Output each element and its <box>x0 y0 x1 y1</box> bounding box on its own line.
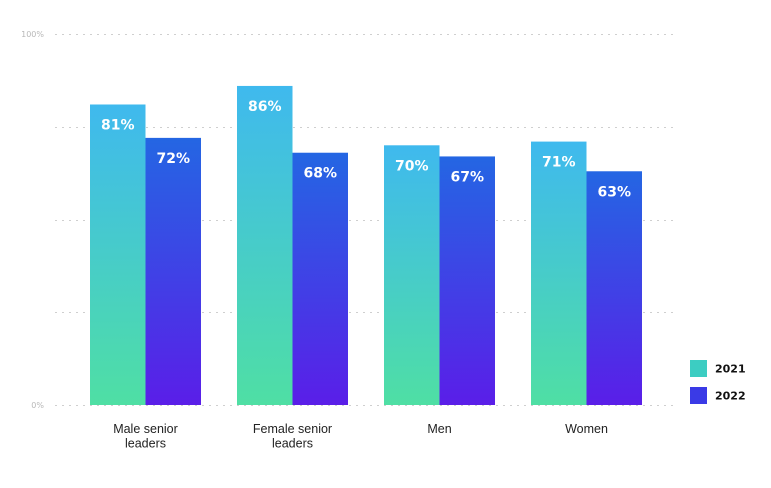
category-labels: Male senior leaders Female senior leaders Me… <box>113 422 608 451</box>
category-label: Men <box>427 422 451 436</box>
bar-2022-3 <box>586 171 642 405</box>
bar-value-label: 72% <box>156 151 190 167</box>
legend-label-2021: 2021 <box>715 363 746 376</box>
legend-swatch-2022 <box>690 387 707 404</box>
bar-value-label: 63% <box>597 184 631 200</box>
y-axis-max-label: 100% <box>21 30 44 39</box>
bar-value-label: 70% <box>395 158 429 174</box>
category-label: Women <box>565 422 608 436</box>
legend-swatch-2021 <box>690 360 707 377</box>
bar-value-label: 68% <box>303 166 337 182</box>
bar-value-label: 71% <box>542 155 576 171</box>
legend: 2021 2022 <box>690 360 746 404</box>
legend-label-2022: 2022 <box>715 390 746 403</box>
bar-2022-2 <box>439 156 495 405</box>
y-axis-min-label: 0% <box>31 401 44 410</box>
bar-value-label: 81% <box>101 117 135 133</box>
category-label: Female senior leaders <box>253 422 332 451</box>
bar-2021-3 <box>531 141 587 405</box>
category-label: Male senior leaders <box>113 422 178 451</box>
bar-2021-1 <box>237 85 293 405</box>
bar-2022-0 <box>145 137 201 405</box>
bar-value-label: 67% <box>450 169 484 185</box>
bar-2021-0 <box>90 104 146 406</box>
bars: 81% 72% 86% 68% 70% 67% 71% 63% <box>90 85 642 406</box>
bar-2022-1 <box>292 152 348 405</box>
bar-2021-2 <box>384 145 440 406</box>
bar-value-label: 86% <box>248 99 282 115</box>
